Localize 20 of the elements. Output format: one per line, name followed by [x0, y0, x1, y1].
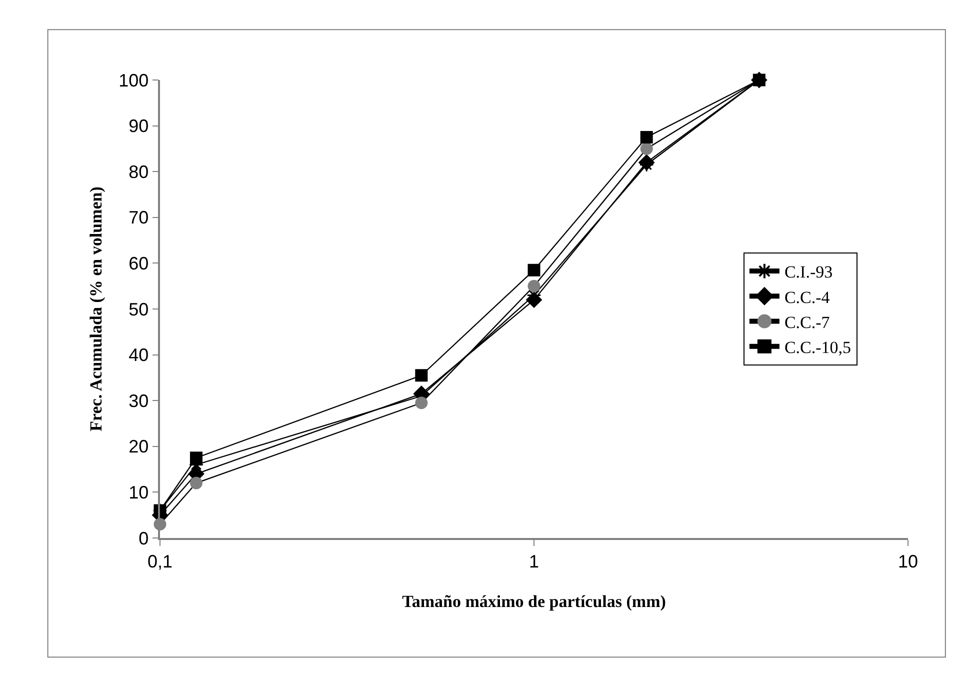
y-tick-label: 10: [128, 482, 149, 502]
legend-label: C.C.-7: [784, 312, 830, 332]
y-tick-label: 70: [128, 208, 149, 228]
y-tick-label: 30: [128, 390, 149, 411]
y-tick-label: 90: [128, 116, 149, 136]
y-tick-label: 50: [128, 299, 149, 320]
y-tick-label: 0: [138, 528, 149, 548]
y-axis-title: Frec. Acumulada (% en volumen): [86, 186, 106, 432]
legend-label: C.C.-4: [784, 288, 830, 307]
x-tick-label: 1: [528, 551, 540, 572]
legend-label: C.I.-93: [784, 262, 833, 282]
legend-label: C.C.-10,5: [784, 338, 852, 357]
y-tick-label: 80: [128, 162, 149, 182]
x-axis-title: Tamaño máximo de partículas (mm): [402, 592, 666, 612]
y-tick-label: 100: [118, 70, 149, 90]
x-tick-label: 0,1: [147, 551, 173, 572]
y-tick-label: 60: [128, 254, 149, 274]
x-tick-label: 10: [898, 551, 918, 572]
y-tick-label: 40: [128, 345, 149, 366]
y-tick-label: 20: [128, 436, 149, 457]
